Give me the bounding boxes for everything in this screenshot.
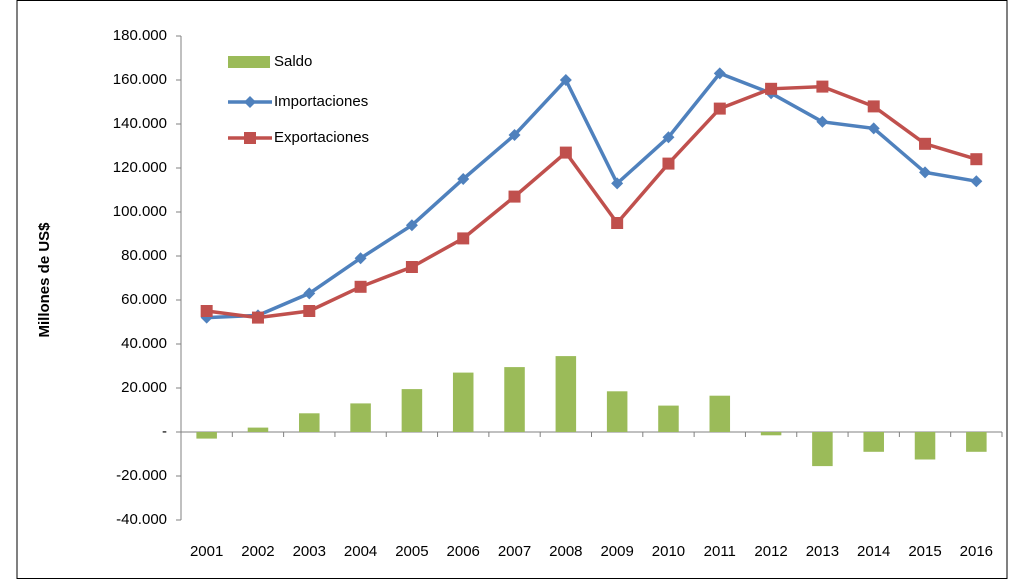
x-tick-label: 2009	[600, 543, 633, 560]
line-marker	[457, 173, 470, 185]
legend-label: Saldo	[274, 53, 312, 70]
legend-label: Exportaciones	[274, 129, 369, 146]
line-marker	[662, 157, 675, 170]
x-tick-label: 2015	[908, 543, 941, 560]
line-marker	[457, 232, 470, 245]
y-tick-label: 60.000	[121, 291, 167, 308]
x-tick-label: 2012	[754, 543, 787, 560]
line-marker	[662, 131, 675, 144]
legend-label: Importaciones	[274, 93, 368, 110]
line-marker	[919, 137, 932, 150]
line-marker	[508, 129, 521, 141]
line-marker	[354, 280, 367, 293]
bar	[966, 432, 987, 452]
bar	[299, 413, 320, 432]
legend-marker	[244, 96, 256, 108]
x-tick-label: 2003	[293, 543, 326, 560]
line-marker	[816, 115, 829, 128]
x-tick-label: 2005	[395, 543, 428, 560]
x-tick-label: 2010	[652, 543, 685, 560]
y-tick-label: -20.000	[116, 467, 167, 484]
y-tick-label: 180.000	[113, 27, 167, 44]
line-marker	[816, 80, 829, 93]
line-marker	[970, 153, 983, 166]
y-tick-label: 40.000	[121, 335, 167, 352]
x-tick-label: 2006	[447, 543, 480, 560]
y-tick-label: -40.000	[116, 511, 167, 528]
x-tick-label: 2004	[344, 543, 377, 560]
line-marker	[405, 261, 418, 273]
y-axis-label: Millones de US$	[36, 222, 53, 338]
bar	[760, 432, 782, 436]
bar	[350, 403, 371, 432]
y-tick-label: 160.000	[113, 71, 167, 88]
line-marker	[405, 219, 418, 232]
bar	[914, 432, 936, 460]
line-marker	[867, 100, 880, 113]
line-marker	[559, 74, 572, 86]
line-marker	[611, 217, 624, 229]
x-tick-label: 2007	[498, 543, 531, 560]
line-marker	[354, 252, 367, 265]
legend-swatch	[228, 56, 270, 68]
bar	[709, 395, 731, 432]
bar	[658, 405, 679, 432]
bar	[555, 356, 577, 432]
y-tick-label: 80.000	[121, 247, 167, 264]
x-tick-label: 2016	[960, 543, 993, 560]
line-marker	[919, 166, 932, 179]
x-tick-label: 2014	[857, 543, 890, 560]
x-tick-label: 2002	[241, 543, 274, 560]
y-tick-label: 140.000	[113, 115, 167, 132]
line-marker	[559, 146, 572, 159]
x-tick-label: 2008	[549, 543, 582, 560]
line	[206, 71, 977, 320]
bar	[812, 432, 833, 467]
bar	[401, 389, 423, 432]
line-marker	[200, 305, 213, 317]
x-tick-label: 2011	[704, 543, 736, 560]
line-marker	[713, 102, 726, 115]
bar	[504, 367, 525, 432]
line-marker	[251, 311, 264, 324]
chart-frame	[16, 0, 1008, 579]
bar	[247, 427, 269, 432]
line-marker	[713, 67, 726, 80]
line-marker	[303, 287, 316, 300]
y-tick-label: -	[162, 423, 167, 440]
bar	[606, 391, 628, 432]
y-tick-label: 100.000	[113, 203, 167, 220]
legend-marker	[244, 132, 256, 144]
line-marker	[508, 190, 521, 203]
y-tick-label: 20.000	[121, 379, 167, 396]
bar	[452, 372, 474, 432]
line	[206, 84, 977, 320]
bar	[863, 432, 884, 452]
y-tick-label: 120.000	[113, 159, 167, 176]
x-tick-label: 2013	[806, 543, 839, 560]
line-marker	[765, 82, 778, 95]
x-tick-label: 2001	[190, 543, 223, 560]
bar	[196, 432, 217, 439]
line-marker	[970, 175, 983, 188]
line-marker	[867, 122, 880, 135]
line-marker	[303, 305, 316, 317]
line-marker	[611, 177, 624, 190]
